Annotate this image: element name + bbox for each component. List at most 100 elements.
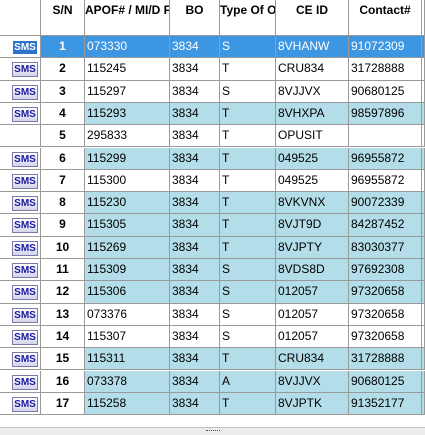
bo-cell: 3834: [170, 348, 220, 371]
header-type-of-order[interactable]: Type Of Order: [220, 0, 276, 36]
sn-cell: 9: [41, 214, 85, 237]
sn-cell: 5: [41, 125, 85, 148]
table-row[interactable]: SMS 13 073376 3834 S 012057 97320658: [0, 303, 425, 326]
bo-cell: 3834: [170, 303, 220, 326]
ce-id-cell: 8VJT9D: [276, 214, 349, 237]
sms-button[interactable]: SMS: [12, 352, 38, 368]
table-row[interactable]: SMS 8 115230 3834 T 8VKVNX 90072339: [0, 192, 425, 215]
table-row[interactable]: SMS 4 115293 3834 T 8VHXPA 98597896: [0, 102, 425, 126]
table-row[interactable]: SMS 7 115300 3834 T 049525 96955872: [0, 169, 425, 193]
sms-button[interactable]: SMS: [12, 106, 38, 122]
sms-button[interactable]: SMS: [12, 173, 38, 189]
ce-id-cell: 012057: [276, 325, 349, 349]
header-bo[interactable]: BO: [170, 0, 220, 36]
type-cell: A: [220, 370, 276, 393]
ce-id-cell: 8VHXPA: [276, 102, 349, 126]
bo-cell: 3834: [170, 281, 220, 304]
sms-cell: SMS: [0, 325, 41, 349]
type-cell: T: [220, 214, 276, 237]
bo-cell: 3834: [170, 36, 220, 59]
table-row[interactable]: SMS 10 115269 3834 T 8VJPTY 83030377: [0, 236, 425, 259]
bo-cell: 3834: [170, 214, 220, 237]
sms-button[interactable]: SMS: [12, 196, 38, 212]
ce-id-cell: 012057: [276, 281, 349, 304]
scrollbar-thumb[interactable]: [206, 430, 220, 435]
ce-id-cell: 8VDS8D: [276, 259, 349, 282]
header-ce-id[interactable]: CE ID: [276, 0, 349, 36]
ce-id-cell: 049525: [276, 169, 349, 193]
sn-cell: 1: [41, 36, 85, 59]
sms-button[interactable]: SMS: [12, 62, 38, 78]
type-cell: T: [220, 392, 276, 416]
table-row[interactable]: SMS 12 115306 3834 S 012057 97320658: [0, 281, 425, 304]
contact-cell: 31728888: [349, 348, 422, 371]
sms-button[interactable]: SMS: [12, 374, 38, 390]
table-row[interactable]: SMS 9 115305 3834 T 8VJT9D 84287452: [0, 214, 425, 237]
table-row[interactable]: SMS 17 115258 3834 T 8VJPTK 91352177: [0, 392, 425, 416]
table-row[interactable]: SMS 2 115245 3834 T CRU834 31728888: [0, 58, 425, 81]
sn-cell: 15: [41, 348, 85, 371]
type-cell: T: [220, 125, 276, 148]
apof-cell: 115297: [85, 80, 170, 103]
bo-cell: 3834: [170, 259, 220, 282]
sn-cell: 7: [41, 169, 85, 193]
type-cell: S: [220, 259, 276, 282]
horizontal-scrollbar[interactable]: [0, 427, 425, 435]
sms-button[interactable]: SMS: [12, 396, 38, 412]
sn-cell: 14: [41, 325, 85, 349]
contact-cell: 91072309: [349, 36, 422, 59]
bo-cell: 3834: [170, 192, 220, 215]
sms-button[interactable]: SMS: [12, 263, 38, 278]
sn-cell: 6: [41, 147, 85, 170]
sms-button[interactable]: SMS: [12, 329, 38, 345]
contact-cell: 97320658: [349, 281, 422, 304]
table-row[interactable]: SMS 6 115299 3834 T 049525 96955872: [0, 147, 425, 170]
sms-button[interactable]: SMS: [12, 307, 38, 323]
header-sn[interactable]: S/N: [41, 0, 85, 36]
sms-button[interactable]: SMS: [12, 240, 38, 256]
header-apof[interactable]: APOF# / MI/D Form: [85, 0, 170, 36]
sms-button[interactable]: SMS: [12, 151, 38, 167]
apof-cell: 115269: [85, 236, 170, 259]
table-row[interactable]: 5 295833 3834 T OPUSIT: [0, 125, 425, 148]
apof-cell: 295833: [85, 125, 170, 148]
ce-id-cell: 8VJJVX: [276, 80, 349, 103]
table-row[interactable]: SMS 3 115297 3834 S 8VJJVX 90680125: [0, 80, 425, 103]
ce-id-cell: 8VJPTY: [276, 236, 349, 259]
contact-cell: 31728888: [349, 58, 422, 81]
contact-cell: 84287452: [349, 214, 422, 237]
contact-cell: 98597896: [349, 102, 422, 126]
sms-cell: SMS: [0, 259, 41, 282]
type-cell: S: [220, 36, 276, 59]
type-cell: S: [220, 80, 276, 103]
sn-cell: 3: [41, 80, 85, 103]
sms-cell: SMS: [0, 370, 41, 393]
ce-id-cell: 012057: [276, 303, 349, 326]
sms-button[interactable]: SMS: [12, 84, 38, 100]
header-contact[interactable]: Contact#: [349, 0, 422, 36]
sms-button[interactable]: SMS: [12, 40, 38, 55]
ce-id-cell: CRU834: [276, 58, 349, 81]
contact-cell: 96955872: [349, 147, 422, 170]
type-cell: T: [220, 102, 276, 126]
bo-cell: 3834: [170, 102, 220, 126]
sn-cell: 2: [41, 58, 85, 81]
sms-button[interactable]: SMS: [12, 285, 38, 301]
sms-cell: SMS: [0, 169, 41, 193]
sn-cell: 13: [41, 303, 85, 326]
bo-cell: 3834: [170, 392, 220, 416]
bo-cell: 3834: [170, 325, 220, 349]
sms-cell: SMS: [0, 102, 41, 126]
bo-cell: 3834: [170, 370, 220, 393]
sn-cell: 16: [41, 370, 85, 393]
ce-id-cell: 8VJJVX: [276, 370, 349, 393]
table-row[interactable]: SMS 16 073378 3834 A 8VJJVX 90680125: [0, 370, 425, 393]
sms-button[interactable]: SMS: [12, 218, 38, 234]
table-row[interactable]: SMS 1 073330 3834 S 8VHANW 91072309: [0, 36, 425, 59]
table-row[interactable]: SMS 11 115309 3834 S 8VDS8D 97692308: [0, 259, 425, 282]
sn-cell: 12: [41, 281, 85, 304]
type-cell: S: [220, 303, 276, 326]
table-row[interactable]: SMS 14 115307 3834 S 012057 97320658: [0, 325, 425, 349]
type-cell: T: [220, 169, 276, 193]
table-row[interactable]: SMS 15 115311 3834 T CRU834 31728888: [0, 348, 425, 371]
